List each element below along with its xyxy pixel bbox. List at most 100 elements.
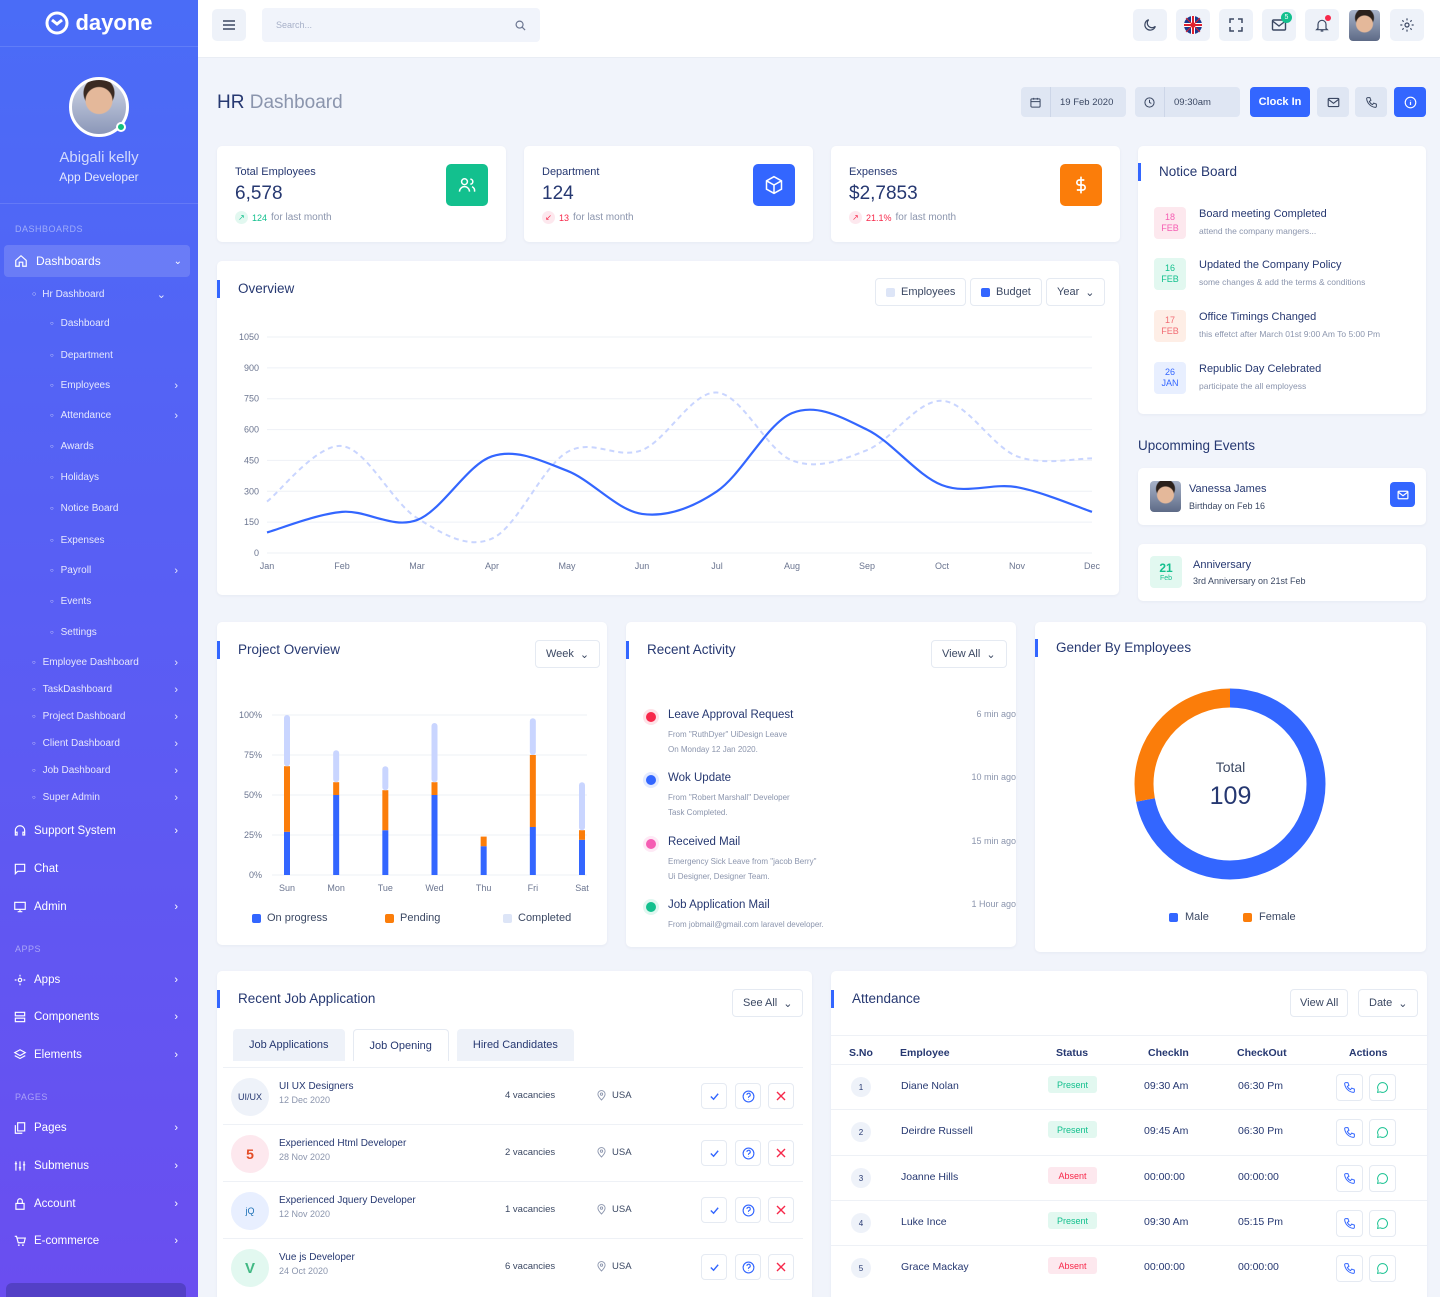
sidebar-subitem[interactable]: ○ Attendance › (0, 410, 198, 422)
clock-in-button[interactable]: Clock In (1250, 87, 1310, 117)
reject-button[interactable] (768, 1083, 794, 1109)
time-display[interactable]: 09:30am (1135, 87, 1240, 117)
notice-item[interactable]: 16 FEB Updated the Company Policy some cha… (1154, 258, 1365, 290)
sidebar-item-components[interactable]: Components › (0, 1010, 198, 1024)
sidebar-subitem[interactable]: ○ Dashboard (0, 318, 198, 329)
sidebar-dashboard-item[interactable]: ○ Project Dashboard › (0, 711, 198, 723)
job-row[interactable]: 5 Experienced Html Developer 28 Nov 2020… (223, 1124, 803, 1181)
notifications-button[interactable] (1305, 9, 1339, 41)
message-button[interactable] (1369, 1119, 1396, 1146)
search-icon[interactable] (515, 20, 526, 31)
sidebar-subitem[interactable]: ○ Employees › (0, 380, 198, 392)
legend-employees[interactable]: Employees (875, 278, 967, 306)
job-row[interactable]: UI/UX UI UX Designers 12 Dec 2020 4 vaca… (223, 1067, 803, 1124)
message-button[interactable] (1369, 1074, 1396, 1101)
activity-item[interactable]: Job Application Mail 1 Hour ago From job… (646, 899, 1016, 949)
x-tick-label: Wed (425, 883, 443, 892)
sidebar-item-account[interactable]: Account › (0, 1197, 198, 1211)
menu-toggle-button[interactable] (212, 9, 246, 41)
sidebar-item-e-commerce[interactable]: E-commerce › (0, 1234, 198, 1248)
call-button[interactable] (1336, 1210, 1363, 1237)
language-button[interactable] (1176, 9, 1210, 41)
bar-pending (333, 782, 340, 795)
help-button[interactable] (735, 1197, 761, 1223)
call-button[interactable] (1336, 1165, 1363, 1192)
sidebar-dashboard-item[interactable]: ○ Employee Dashboard › (0, 657, 198, 669)
activity-item[interactable]: Leave Approval Request 6 min ago From "R… (646, 709, 1016, 759)
tab-hired-candidates[interactable]: Hired Candidates (456, 1029, 574, 1061)
reject-button[interactable] (768, 1197, 794, 1223)
jobs-see-all[interactable]: See All ⌄ (732, 989, 804, 1017)
help-button[interactable] (735, 1140, 761, 1166)
notice-item[interactable]: 18 FEB Board meeting Completed attend the … (1154, 207, 1327, 239)
legend-budget[interactable]: Budget (970, 278, 1042, 306)
sidebar-item-apps[interactable]: Apps › (0, 973, 198, 987)
theme-toggle-button[interactable] (1133, 9, 1167, 41)
sidebar-subitem[interactable]: ○ Awards (0, 441, 198, 452)
help-button[interactable] (735, 1083, 761, 1109)
sidebar-item-pages[interactable]: Pages › (0, 1121, 198, 1135)
tab-job-applications[interactable]: Job Applications (233, 1029, 345, 1061)
help-button[interactable] (735, 1254, 761, 1280)
mail-button[interactable] (1317, 87, 1349, 117)
call-button[interactable] (1355, 87, 1387, 117)
approve-button[interactable] (701, 1083, 727, 1109)
activity-view-all[interactable]: View All ⌄ (931, 640, 1007, 668)
brand[interactable]: dayone (0, 0, 198, 46)
approve-button[interactable] (701, 1140, 727, 1166)
reject-button[interactable] (768, 1254, 794, 1280)
call-button[interactable] (1336, 1119, 1363, 1146)
sidebar-subitem[interactable]: ○ Expenses (0, 535, 198, 546)
sidebar-dashboard-item[interactable]: ○ Job Dashboard › (0, 765, 198, 777)
message-button[interactable] (1369, 1255, 1396, 1282)
sidebar-dashboard-item[interactable]: ○ TaskDashboard › (0, 684, 198, 696)
settings-button[interactable] (1390, 9, 1424, 41)
period-select[interactable]: Week ⌄ (535, 640, 601, 668)
send-mail-button[interactable] (1390, 482, 1415, 507)
sidebar-subitem[interactable]: ○ Department (0, 350, 198, 361)
job-row[interactable]: jQ Experienced Jquery Developer 12 Nov 2… (223, 1181, 803, 1238)
call-button[interactable] (1336, 1255, 1363, 1282)
sidebar-item-support-system[interactable]: Support System › (0, 824, 198, 838)
user-avatar[interactable] (1349, 10, 1380, 41)
messages-button[interactable]: 5 (1262, 9, 1296, 41)
job-row[interactable]: V Vue js Developer 24 Oct 2020 6 vacanci… (223, 1238, 803, 1295)
sidebar-subitem[interactable]: ○ Holidays (0, 472, 198, 483)
message-button[interactable] (1369, 1165, 1396, 1192)
activity-item[interactable]: Wok Update 10 min ago From "Robert Marsh… (646, 772, 1016, 822)
attendance-view-all[interactable]: View All (1290, 989, 1349, 1017)
recent-activity-title: Recent Activity (626, 641, 736, 659)
sidebar-subitem[interactable]: ○ Notice Board (0, 503, 198, 514)
approve-button[interactable] (701, 1254, 727, 1280)
search-input[interactable]: Search... (262, 8, 540, 42)
gender-card: Gender By Employees Total 109 Male Femal… (1035, 622, 1426, 952)
notice-item[interactable]: 17 FEB Office Timings Changed this effetct… (1154, 310, 1380, 342)
sidebar-subitem[interactable]: ○ Events (0, 596, 198, 607)
sidebar-item-elements[interactable]: Elements › (0, 1048, 198, 1062)
sidebar-item-label: Attendance (60, 410, 112, 421)
sidebar-dashboard-item[interactable]: ○ Super Admin › (0, 792, 198, 804)
anniversary-card: 21 Feb Anniversary 3rd Anniversary on 21s… (1138, 544, 1426, 601)
notice-item[interactable]: 26 JAN Republic Day Celebrated participate… (1154, 362, 1321, 394)
sidebar-item-admin[interactable]: Admin › (0, 900, 198, 914)
attendance-date-select[interactable]: Date ⌄ (1358, 989, 1419, 1017)
message-button[interactable] (1369, 1210, 1396, 1237)
call-button[interactable] (1336, 1074, 1363, 1101)
avatar[interactable] (69, 77, 129, 137)
date-display[interactable]: 19 Feb 2020 (1021, 87, 1126, 117)
bullet-icon: ○ (32, 291, 37, 298)
reject-button[interactable] (768, 1140, 794, 1166)
sidebar-dashboard-item[interactable]: ○ Client Dashboard › (0, 738, 198, 750)
info-button[interactable] (1394, 87, 1426, 117)
tab-job-opening[interactable]: Job Opening (352, 1029, 449, 1061)
sidebar-item-dashboards[interactable]: Dashboards ⌄ (4, 245, 190, 277)
sidebar-item-chat[interactable]: Chat (0, 862, 198, 876)
sidebar-item-hr-dashboard[interactable]: ○ Hr Dashboard ⌄ (0, 289, 198, 301)
sidebar-subitem[interactable]: ○ Payroll › (0, 565, 198, 577)
approve-button[interactable] (701, 1197, 727, 1223)
year-select[interactable]: Year ⌄ (1046, 278, 1106, 306)
activity-item[interactable]: Received Mail 15 min ago Emergency Sick … (646, 836, 1016, 886)
sidebar-item-submenus[interactable]: Submenus › (0, 1159, 198, 1173)
fullscreen-button[interactable] (1219, 9, 1253, 41)
sidebar-subitem[interactable]: ○ Settings (0, 627, 198, 638)
